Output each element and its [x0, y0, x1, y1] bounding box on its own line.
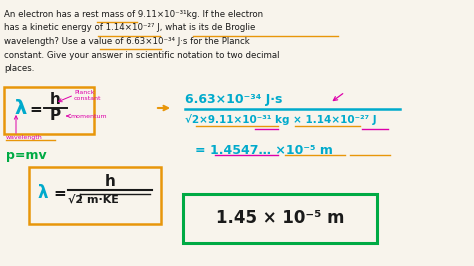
FancyBboxPatch shape — [29, 167, 161, 224]
Text: P: P — [49, 109, 61, 123]
Text: constant: constant — [74, 95, 101, 101]
Text: p=mv: p=mv — [6, 148, 46, 161]
FancyBboxPatch shape — [183, 194, 377, 243]
Text: constant. Give your answer in scientific notation to two decimal: constant. Give your answer in scientific… — [4, 51, 280, 60]
FancyBboxPatch shape — [4, 87, 94, 134]
Text: =: = — [53, 185, 66, 201]
Text: 1.45 × 10⁻⁵ m: 1.45 × 10⁻⁵ m — [216, 209, 344, 227]
Text: h: h — [105, 173, 116, 189]
Text: has a kinetic energy of 1.14×10⁻²⁷ J, what is its de Broglie: has a kinetic energy of 1.14×10⁻²⁷ J, wh… — [4, 23, 255, 32]
Text: = 1.4547… ×10⁻⁵ m: = 1.4547… ×10⁻⁵ m — [195, 143, 333, 156]
Text: momentum: momentum — [70, 114, 107, 118]
Text: √2×9.11×10⁻³¹ kg × 1.14×10⁻²⁷ J: √2×9.11×10⁻³¹ kg × 1.14×10⁻²⁷ J — [185, 115, 377, 125]
Text: √2 m·KE: √2 m·KE — [68, 195, 119, 205]
Text: λ: λ — [38, 184, 48, 202]
Text: λ: λ — [14, 98, 27, 118]
Text: =: = — [29, 102, 42, 117]
Text: h: h — [50, 93, 61, 107]
Text: 6.63×10⁻³⁴ J·s: 6.63×10⁻³⁴ J·s — [185, 94, 283, 106]
Text: places.: places. — [4, 64, 35, 73]
Text: wavelength: wavelength — [6, 135, 43, 140]
Text: An electron has a rest mass of 9.11×10⁻³¹kg. If the electron: An electron has a rest mass of 9.11×10⁻³… — [4, 10, 263, 19]
Text: Planck: Planck — [74, 89, 94, 94]
Text: wavelength? Use a value of 6.63×10⁻³⁴ J·s for the Planck: wavelength? Use a value of 6.63×10⁻³⁴ J·… — [4, 37, 250, 46]
